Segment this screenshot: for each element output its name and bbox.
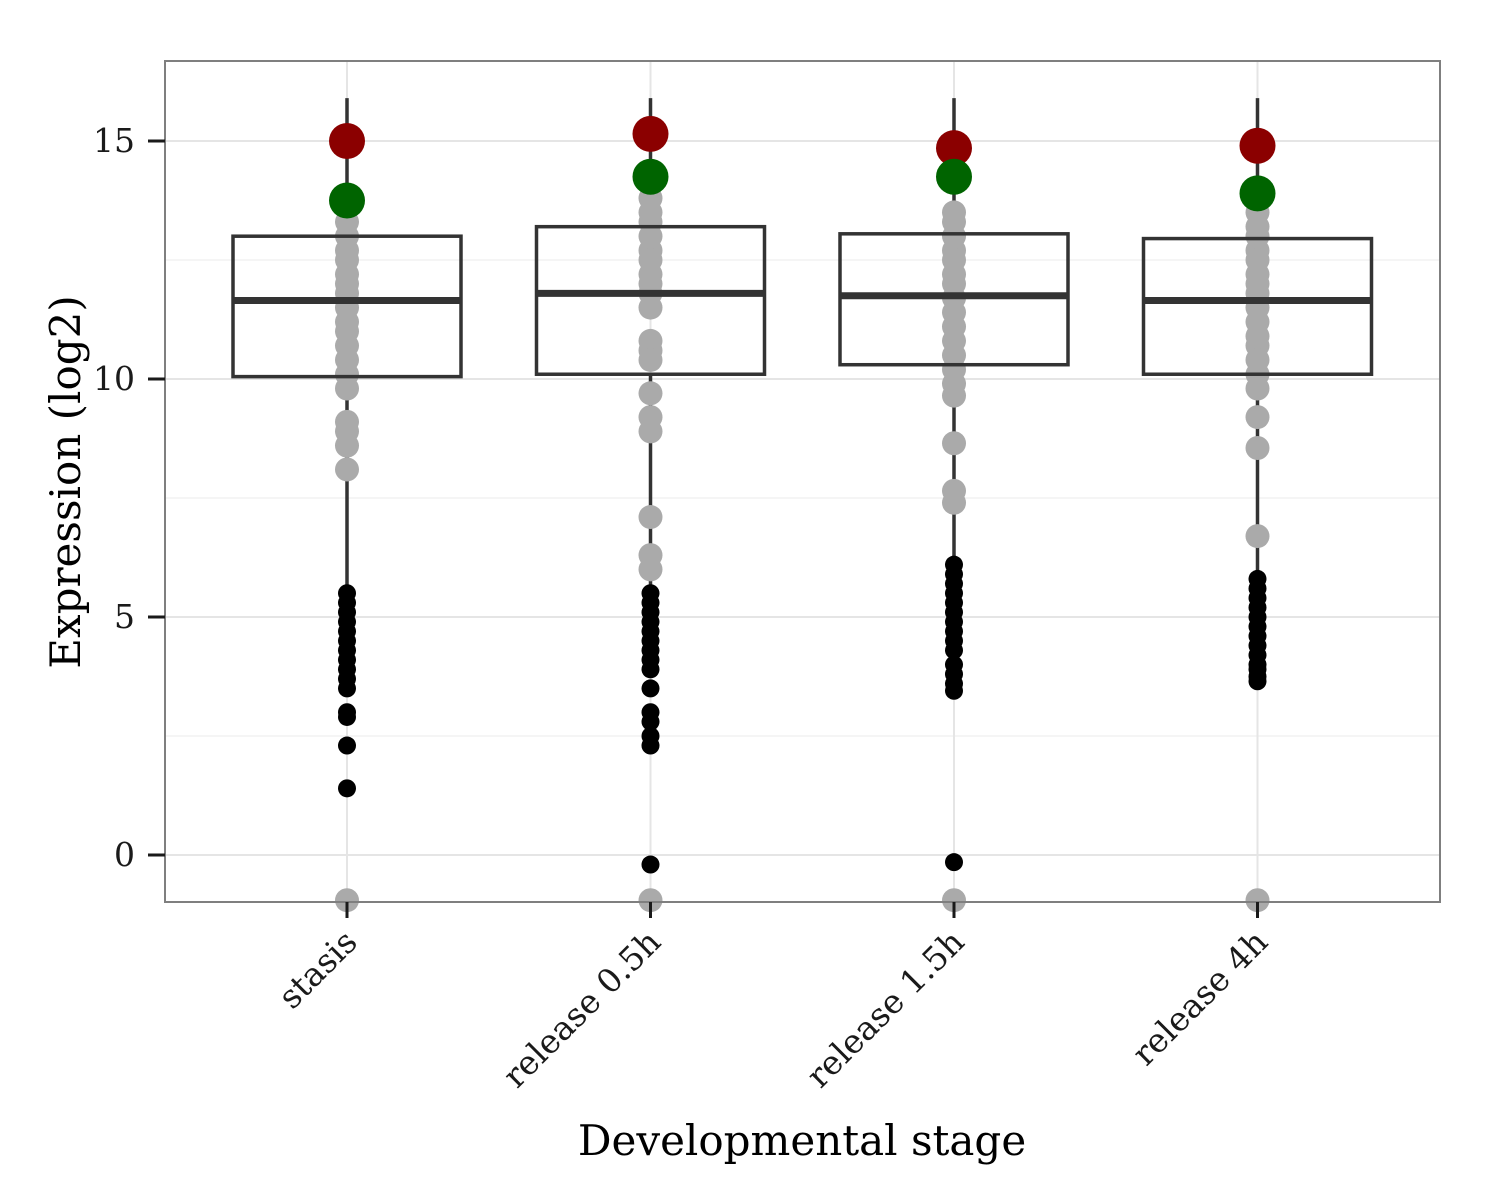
gray-point: [1245, 376, 1270, 401]
gray-point: [942, 888, 966, 913]
y-tick-label: 10: [93, 359, 135, 398]
gray-point: [942, 431, 966, 456]
green-point: [632, 158, 669, 195]
outlier-point: [641, 660, 660, 679]
outlier-point: [641, 855, 660, 874]
gray-point: [638, 347, 663, 372]
green-point: [1239, 175, 1276, 212]
gray-point: [335, 457, 359, 482]
outlier-point: [641, 712, 660, 731]
outlier-point: [338, 779, 356, 798]
outlier-point: [338, 707, 356, 726]
boxes: [231, 224, 1374, 379]
gray-point: [1245, 405, 1270, 430]
plot-panel: [165, 61, 1440, 902]
red-point: [632, 115, 669, 152]
outlier-point: [338, 679, 356, 698]
red-point: [936, 130, 972, 167]
gray-point: [335, 888, 359, 913]
x-axis-title: Developmental stage: [578, 1116, 1026, 1165]
box: [838, 232, 1070, 367]
y-tick-label: 0: [114, 835, 135, 874]
panel-border: [164, 60, 1441, 903]
box: [231, 234, 463, 379]
gray-points: [335, 186, 1270, 913]
y-tick-label: 5: [114, 597, 135, 636]
outlier-point: [338, 736, 356, 755]
gray-point: [638, 419, 663, 444]
gray-point: [638, 888, 663, 913]
gray-point: [942, 490, 966, 515]
red-point: [329, 123, 365, 159]
outlier-point: [945, 681, 963, 700]
outlier-point: [945, 853, 963, 872]
box: [1141, 236, 1374, 376]
outlier-point: [945, 641, 963, 660]
gray-point: [638, 505, 663, 530]
red-point: [1239, 127, 1276, 164]
green-point: [936, 158, 972, 195]
grid-minor: [165, 259, 1440, 737]
y-axis: 0 5 10 15: [93, 121, 165, 874]
outlier-point: [641, 679, 660, 698]
gray-point: [1245, 524, 1270, 549]
gray-point: [1245, 888, 1270, 913]
gray-point: [1245, 436, 1270, 461]
y-tick-label: 15: [93, 121, 135, 160]
green-point: [329, 182, 365, 219]
gray-point: [638, 557, 663, 582]
outlier-points: [338, 555, 1267, 874]
gray-point: [638, 295, 663, 320]
box: [534, 224, 767, 376]
outlier-point: [1248, 672, 1267, 691]
gray-point: [638, 381, 663, 406]
highlight-points: [329, 115, 1276, 219]
outlier-point: [641, 736, 660, 755]
gray-point: [942, 383, 966, 408]
gray-point: [335, 376, 359, 401]
y-axis-title: Expression (log2): [41, 295, 90, 669]
gray-point: [335, 433, 359, 458]
